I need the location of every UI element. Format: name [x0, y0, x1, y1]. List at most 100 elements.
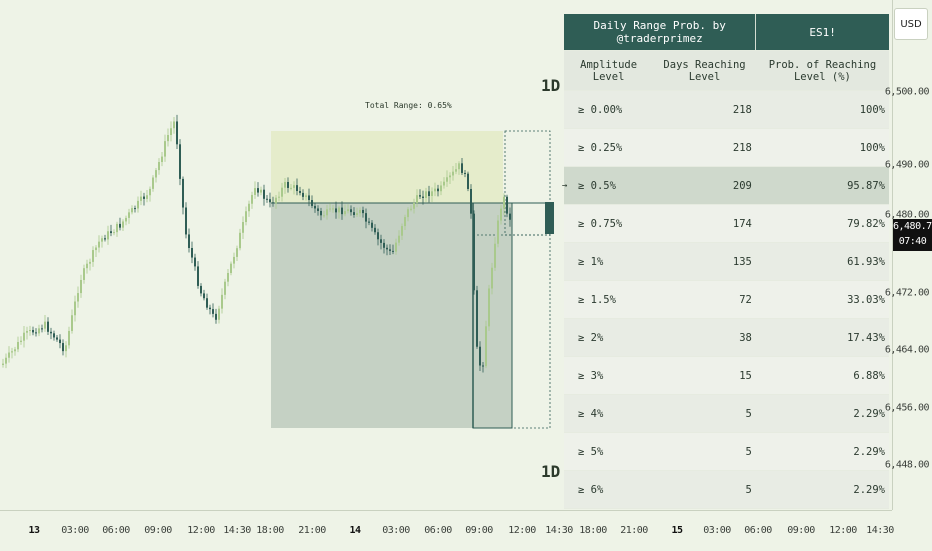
candle-body	[284, 181, 286, 188]
candle-body	[458, 163, 460, 170]
candle-body	[107, 231, 109, 240]
range-probability-table: Daily Range Prob. by @traderprimez ES1! …	[562, 14, 889, 509]
table-row: ≥ 5% 5 2.29%	[564, 432, 889, 471]
candle-body	[74, 301, 76, 316]
candle-body	[263, 189, 265, 199]
candle-body	[266, 198, 268, 200]
candle-body	[167, 134, 169, 142]
candle-body	[95, 247, 97, 251]
candle-body	[281, 187, 283, 197]
candle-body	[179, 144, 181, 179]
candle-body	[410, 208, 412, 210]
candle-body	[170, 128, 172, 135]
candle-body	[488, 288, 490, 327]
candle-body	[104, 238, 106, 240]
projection-box-lower	[472, 234, 551, 429]
arrow-right-icon: →	[562, 180, 568, 191]
price-label: 6,456.00	[884, 402, 930, 414]
candle-body	[23, 332, 25, 341]
candle-body	[464, 172, 466, 174]
table-row: ≥ 0.25% 218 100%	[564, 128, 889, 167]
time-label: 14:30	[866, 525, 894, 536]
candle-body	[389, 249, 391, 251]
candle-body	[101, 238, 103, 242]
candle-body	[338, 207, 340, 213]
time-axis[interactable]: 13 03:00 06:00 09:00 12:00 14:30 18:00 21:00 14 0…	[0, 510, 894, 551]
candle-body	[311, 200, 313, 206]
price-axis[interactable]: 6,500.00 6,490.00 6,480.00 6,472.00 6,46…	[885, 0, 932, 510]
candle-body	[194, 257, 196, 267]
candle-body	[239, 232, 241, 249]
candle-body	[68, 330, 70, 346]
price-label: 6,464.00	[884, 344, 930, 356]
candle-body	[185, 207, 187, 235]
candle-body	[143, 196, 145, 199]
candle-body	[290, 187, 292, 189]
currency-button[interactable]: USD	[894, 8, 928, 40]
candle-body	[494, 243, 496, 268]
candle-body	[509, 213, 511, 220]
candle-body	[245, 211, 247, 223]
time-label: 09:00	[787, 525, 815, 536]
candle-body	[251, 194, 253, 204]
candle-body	[26, 330, 28, 333]
time-label: 15	[671, 525, 683, 536]
header-days: Days Reaching Level	[653, 50, 756, 91]
total-range-label: Total Range: 0.65%	[365, 101, 452, 110]
candle-body	[128, 212, 130, 218]
candle-body	[344, 211, 346, 215]
candle-body	[98, 241, 100, 248]
candle-body	[398, 235, 400, 243]
candle-body	[56, 337, 58, 340]
candle-body	[20, 340, 22, 343]
time-label: 13	[28, 525, 40, 536]
table-symbol: ES1!	[755, 14, 889, 51]
candle-body	[314, 205, 316, 209]
candle-body	[41, 328, 43, 330]
range-lower-zone	[271, 203, 512, 428]
candle-body	[125, 217, 127, 222]
candle-body	[89, 261, 91, 264]
candle-body	[254, 188, 256, 195]
candle-body	[236, 248, 238, 257]
candle-body	[407, 209, 409, 218]
time-label: 21:00	[620, 525, 648, 536]
candle-body	[59, 339, 61, 344]
candle-body	[365, 213, 367, 222]
candle-body	[269, 199, 271, 203]
candle-body	[332, 208, 334, 210]
candle-body	[350, 209, 352, 213]
table-row: ≥ 6% 5 2.29%	[564, 470, 889, 509]
candle-body	[176, 121, 178, 145]
table-row: ≥ 1.5% 72 33.03%	[564, 280, 889, 319]
candle-body	[173, 121, 175, 129]
candle-body	[215, 313, 217, 320]
candle-body	[452, 171, 454, 176]
price-chart[interactable]	[0, 0, 892, 510]
candle-body	[335, 208, 337, 213]
timeframe-label-top: 1D	[541, 76, 561, 95]
candle-body	[353, 212, 355, 215]
table-row: ≥ 2% 38 17.43%	[564, 318, 889, 357]
candle-body	[11, 351, 13, 353]
candle-body	[38, 328, 40, 334]
timeframe-label-bottom: 1D	[541, 462, 561, 481]
candle-body	[467, 173, 469, 189]
candle-body	[374, 227, 376, 233]
candle-body	[377, 232, 379, 240]
candle-body	[50, 331, 52, 334]
time-label: 21:00	[298, 525, 326, 536]
candle-body	[278, 196, 280, 198]
candle-body	[137, 200, 139, 209]
candle-body	[212, 309, 214, 314]
time-label: 14	[349, 525, 361, 536]
candle-body	[383, 242, 385, 248]
candle-body	[71, 315, 73, 331]
candle-body	[506, 196, 508, 214]
candle-body	[431, 191, 433, 196]
candle-body	[197, 266, 199, 286]
time-label: 03:00	[703, 525, 731, 536]
candle-body	[455, 169, 457, 172]
candle-body	[302, 192, 304, 197]
candle-body	[497, 220, 499, 244]
